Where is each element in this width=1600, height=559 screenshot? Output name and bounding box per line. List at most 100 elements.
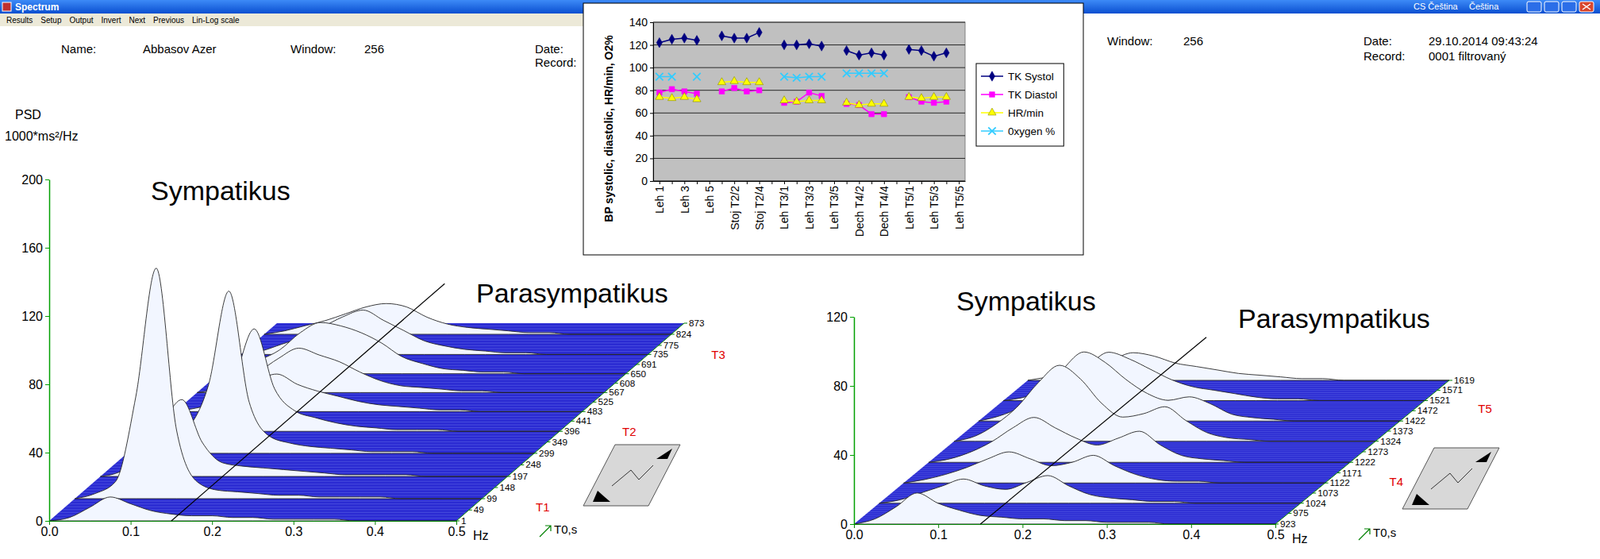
tick-label: 0.1 bbox=[930, 527, 948, 542]
tick-label: Leh T5/3 bbox=[927, 185, 941, 230]
tick: Leh T3/3 bbox=[803, 180, 816, 230]
tick-label: Leh 1 bbox=[653, 185, 666, 214]
menu-item[interactable]: Next bbox=[129, 15, 147, 25]
marker bbox=[842, 98, 851, 106]
menu-item[interactable]: Previous bbox=[153, 15, 185, 25]
tick-mark bbox=[1375, 440, 1379, 442]
axis-line bbox=[653, 23, 654, 182]
tick-mark bbox=[734, 180, 735, 185]
tick-mark bbox=[603, 392, 608, 393]
tick bbox=[746, 180, 748, 185]
tick-label: 0.3 bbox=[1098, 527, 1116, 542]
menu-item[interactable]: Setup bbox=[40, 15, 62, 25]
tick-label: 441 bbox=[576, 415, 593, 426]
tick-mark bbox=[850, 316, 854, 318]
gadget-arrow bbox=[592, 490, 611, 502]
window-button[interactable] bbox=[1544, 1, 1559, 12]
tick-label: 396 bbox=[564, 425, 581, 436]
tick-mark bbox=[809, 180, 811, 185]
window-button[interactable] bbox=[1526, 1, 1542, 12]
axis-line bbox=[456, 323, 685, 521]
spectrum-trace bbox=[49, 496, 457, 521]
annotation: Sympatikus bbox=[150, 175, 291, 206]
marker bbox=[692, 73, 700, 81]
annotation: Sympatikus bbox=[956, 285, 1097, 316]
tick-mark bbox=[45, 247, 50, 249]
tick-label: 160 bbox=[21, 241, 43, 255]
tick-label: 40 bbox=[833, 448, 848, 462]
marker bbox=[667, 93, 676, 101]
window-title: Spectrum bbox=[15, 1, 59, 13]
tick-mark bbox=[1275, 523, 1277, 528]
axis-line bbox=[49, 180, 51, 522]
gadget-frame bbox=[583, 444, 681, 506]
menu-item[interactable]: Results bbox=[6, 15, 33, 25]
tick bbox=[721, 180, 723, 185]
window-button[interactable] bbox=[1561, 1, 1577, 12]
tick: 120 bbox=[21, 309, 50, 324]
tick-mark bbox=[1337, 472, 1341, 474]
axis-line bbox=[853, 317, 856, 525]
y-axis-title: PSD bbox=[15, 107, 42, 122]
spectrum-trace bbox=[928, 417, 1350, 463]
tick-label: 148 bbox=[499, 481, 516, 493]
tick-mark bbox=[796, 180, 798, 185]
marker bbox=[806, 38, 812, 49]
spectrum-trace bbox=[903, 451, 1326, 483]
header-field: 29.10.2014 09:43:24 bbox=[1428, 34, 1539, 48]
chart-frame bbox=[583, 3, 1084, 255]
window-button[interactable] bbox=[1579, 1, 1594, 12]
view-gadget bbox=[1402, 447, 1500, 509]
x-axis: Leh 1Leh 3Leh 5Stoj T2/2Stoj T2/4Leh T3/… bbox=[653, 180, 966, 237]
header-field: Window: bbox=[290, 42, 337, 56]
marker bbox=[918, 45, 924, 55]
tick-label: 100 bbox=[629, 61, 649, 74]
tick-mark bbox=[45, 179, 50, 181]
tick-label: 120 bbox=[826, 310, 848, 324]
menu-item[interactable]: Lin-Log scale bbox=[192, 15, 240, 25]
tick: Leh T3/1 bbox=[777, 180, 791, 230]
marker bbox=[719, 30, 725, 41]
tick-label: 0 bbox=[35, 514, 43, 528]
tick: 80 bbox=[833, 379, 854, 393]
marker bbox=[930, 100, 937, 106]
tick-label: 923 bbox=[1280, 518, 1297, 529]
tick-mark bbox=[1312, 492, 1316, 493]
tick: Leh 3 bbox=[678, 180, 692, 214]
tick bbox=[846, 180, 848, 185]
marker bbox=[854, 100, 863, 108]
tick-label: 0.4 bbox=[366, 524, 385, 539]
tick-label: 40 bbox=[634, 129, 648, 143]
tick: 0.0 bbox=[845, 523, 863, 542]
header-field: Window: bbox=[1107, 34, 1154, 48]
tick: 0.4 bbox=[1182, 523, 1200, 542]
tick-mark bbox=[592, 401, 597, 403]
x-axis-title: Hz bbox=[473, 528, 489, 543]
gadget-line bbox=[1430, 468, 1473, 489]
tick-mark bbox=[494, 487, 498, 489]
menu-item[interactable]: Output bbox=[69, 15, 94, 25]
tick-label: 1521 bbox=[1429, 394, 1450, 405]
tick: 0.3 bbox=[1098, 523, 1116, 542]
marker bbox=[880, 111, 887, 117]
gadget-arrow bbox=[1411, 493, 1430, 505]
marker bbox=[930, 51, 937, 62]
grid-line bbox=[653, 67, 966, 69]
menu-item[interactable]: Invert bbox=[101, 15, 122, 25]
marker bbox=[743, 33, 750, 43]
tick: Leh T5/5 bbox=[953, 180, 966, 230]
tick: 200 bbox=[21, 173, 50, 187]
gadget-line bbox=[611, 465, 654, 486]
z-axis-title: T0,s bbox=[553, 522, 577, 536]
tick-mark bbox=[481, 498, 485, 500]
marker bbox=[988, 71, 995, 81]
tick bbox=[896, 180, 898, 185]
tick-mark bbox=[559, 430, 563, 432]
header-field: 256 bbox=[364, 42, 385, 56]
marker bbox=[880, 50, 887, 60]
header-field: Date: bbox=[534, 42, 564, 56]
tick-mark bbox=[684, 323, 688, 324]
tick-label: 49 bbox=[473, 503, 485, 515]
tick-label: 0.1 bbox=[122, 524, 140, 539]
axis-arrow bbox=[1358, 528, 1370, 540]
